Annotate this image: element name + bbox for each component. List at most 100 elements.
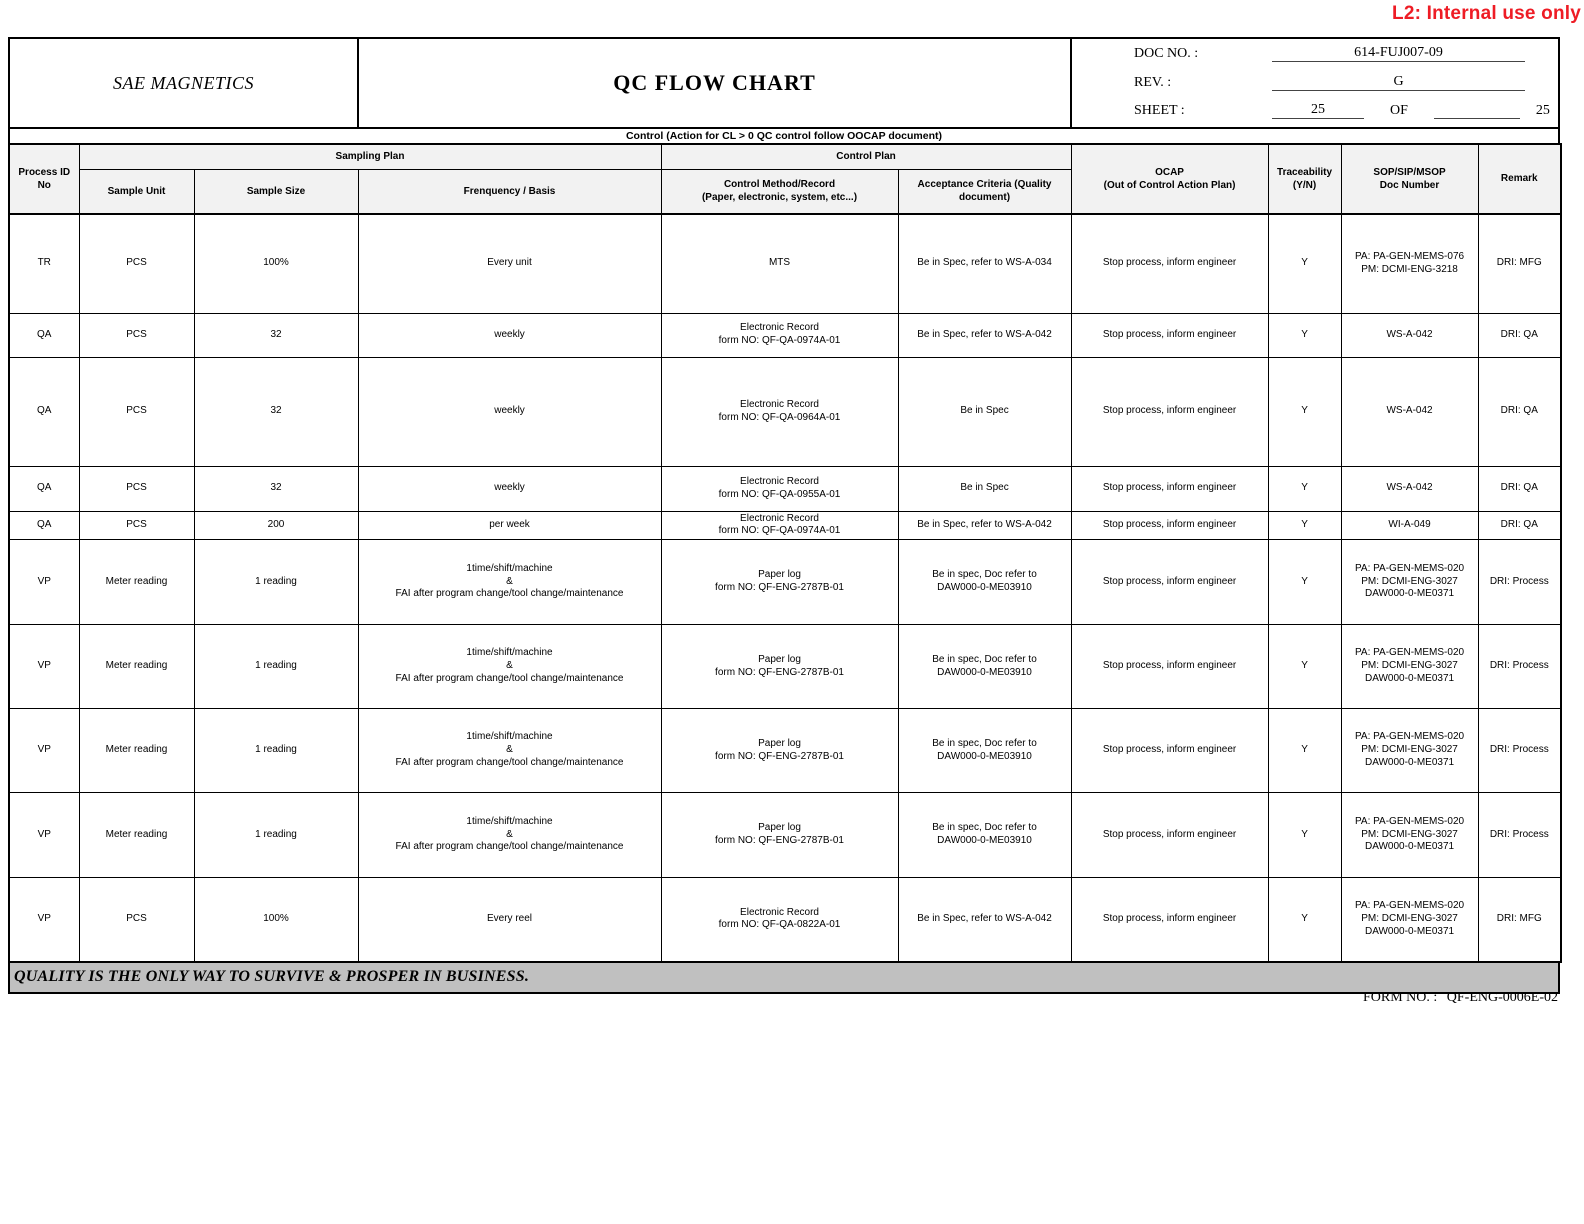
text-line: Be in Spec xyxy=(960,405,1009,417)
table-cell: weekly xyxy=(357,465,662,512)
table-cell: QA xyxy=(8,312,80,358)
table-cell: weekly xyxy=(357,312,662,358)
form-number-value: QF-ENG-0006E-02 xyxy=(1446,990,1558,1005)
qc-table: Process ID No Sampling Plan Control Plan… xyxy=(8,143,1563,963)
text-line: Process ID xyxy=(18,166,71,178)
text-line: DRI: QA xyxy=(1500,518,1538,530)
text-line: Be in spec, Doc refer to xyxy=(932,822,1037,834)
table-cell: DRI: Process xyxy=(1477,624,1562,710)
table-cell: PA: PA-GEN-MEMS-020 PM: DCMI-ENG-3027 DAW0… xyxy=(1340,708,1479,794)
text-line: DRI: QA xyxy=(1500,405,1538,417)
table-row: QA PCS 32 weekly Electronic Record form NO: Q… xyxy=(8,465,1562,512)
qc-flow-chart-document: SAE MAGNETICS QC FLOW CHART DOC NO. : 61… xyxy=(8,37,1563,994)
table-cell: Y xyxy=(1267,539,1342,626)
text-line: Meter reading xyxy=(105,828,168,840)
table-cell: PA: PA-GEN-MEMS-076 PM: DCMI-ENG-3218 xyxy=(1340,213,1479,314)
text-line: DAW000-0-ME0371 xyxy=(1364,841,1455,853)
text-line: Electronic Record xyxy=(740,322,819,334)
text-line: weekly xyxy=(494,405,525,417)
table-cell: PCS xyxy=(78,213,195,314)
text-line: PCS xyxy=(126,518,147,530)
table-row: VP Meter reading 1 reading 1time/shift/mach… xyxy=(8,539,1562,626)
of-label: OF xyxy=(1390,103,1408,118)
text-line: OCAP xyxy=(1155,166,1184,178)
table-cell: Be in Spec xyxy=(897,356,1072,467)
text-line: WS-A-042 xyxy=(1386,482,1433,494)
text-line: (Out of Control Action Plan) xyxy=(1103,180,1236,191)
table-cell: Stop process, inform engineer xyxy=(1070,510,1269,541)
table-cell: Meter reading xyxy=(78,624,195,710)
table-cell: Every unit xyxy=(357,213,662,314)
table-cell: Be in spec, Doc refer to DAW000-0-ME03910 xyxy=(897,539,1072,626)
text-line: PA: PA-GEN-MEMS-020 xyxy=(1354,731,1465,743)
rev-row: REV. : G xyxy=(1072,74,1558,91)
text-line: form NO: QF-ENG-2787B-01 xyxy=(715,666,844,678)
text-line: DRI: MFG xyxy=(1496,257,1542,269)
table-cell: weekly xyxy=(357,356,662,467)
header-acceptance-criteria: Acceptance Criteria (Quality document) xyxy=(897,168,1072,215)
text-line: per week xyxy=(489,518,530,530)
text-line: & xyxy=(506,575,513,587)
text-line: Y xyxy=(1301,575,1308,587)
text-line: Be in Spec, refer to WS-A-042 xyxy=(917,518,1052,530)
text-line: Paper log xyxy=(758,737,801,749)
header-sample-unit: Sample Unit xyxy=(78,168,195,215)
table-row: VP Meter reading 1 reading 1time/shift/mach… xyxy=(8,708,1562,794)
text-line: DAW000-0-ME03910 xyxy=(937,835,1032,847)
text-line: DAW000-0-ME0371 xyxy=(1364,588,1455,600)
table-cell: PA: PA-GEN-MEMS-020 PM: DCMI-ENG-3027 DAW0… xyxy=(1340,624,1479,710)
text-line: WI-A-049 xyxy=(1388,518,1431,530)
text-line: MTS xyxy=(768,257,791,269)
table-cell: QA xyxy=(8,510,80,541)
text-line: 1 reading xyxy=(255,575,297,587)
table-cell: 1time/shift/machine & FAI after program ch… xyxy=(357,624,662,710)
classification-watermark: L2: Internal use only xyxy=(1392,3,1581,24)
table-cell: Electronic Record form NO: QF-QA-0964A-01 xyxy=(660,356,899,467)
table-cell: 1 reading xyxy=(193,624,359,710)
header-ocap: OCAP (Out of Control Action Plan) xyxy=(1070,143,1269,215)
table-cell: VP xyxy=(8,539,80,626)
qc-table-header: Process ID No Sampling Plan Control Plan… xyxy=(8,143,1562,215)
text-line: Meter reading xyxy=(105,660,168,672)
text-line: FAI after program change/tool change/mai… xyxy=(395,841,624,853)
table-cell: PA: PA-GEN-MEMS-020 PM: DCMI-ENG-3027 DAW0… xyxy=(1340,539,1479,626)
text-line: DAW000-0-ME0371 xyxy=(1364,925,1455,937)
text-line: & xyxy=(506,660,513,672)
text-line: PCS xyxy=(126,405,147,417)
doc-no-row: DOC NO. : 614-FUJ007-09 xyxy=(1072,45,1558,62)
table-cell: DRI: QA xyxy=(1477,465,1562,512)
table-cell: Y xyxy=(1267,312,1342,358)
table-cell: WS-A-042 xyxy=(1340,465,1479,512)
text-line: document) xyxy=(958,192,1011,204)
text-line: Be in spec, Doc refer to xyxy=(932,737,1037,749)
text-line: Be in Spec, refer to WS-A-034 xyxy=(917,257,1052,269)
text-line: 1time/shift/machine xyxy=(466,562,553,574)
text-line: PA: PA-GEN-MEMS-020 xyxy=(1354,815,1465,827)
text-line: No xyxy=(37,180,51,191)
text-line: Y xyxy=(1301,257,1308,269)
table-cell: PCS xyxy=(78,465,195,512)
text-line: Control Method/Record xyxy=(723,178,836,190)
text-line: TR xyxy=(37,257,51,269)
text-line: & xyxy=(506,828,513,840)
table-cell: 32 xyxy=(193,465,359,512)
text-line: PM: DCMI-ENG-3027 xyxy=(1361,744,1458,756)
text-line: weekly xyxy=(494,328,525,340)
header-process-id: Process ID No xyxy=(8,143,80,215)
text-line: form NO: QF-QA-0974A-01 xyxy=(718,525,841,537)
text-line: PM: DCMI-ENG-3027 xyxy=(1361,575,1458,587)
table-cell: 100% xyxy=(193,877,359,963)
text-line: form NO: QF-QA-0964A-01 xyxy=(718,411,841,423)
text-line: DAW000-0-ME03910 xyxy=(937,666,1032,678)
table-cell: Be in spec, Doc refer to DAW000-0-ME03910 xyxy=(897,708,1072,794)
table-cell: Stop process, inform engineer xyxy=(1070,539,1269,626)
text-line: Electronic Record xyxy=(740,398,819,410)
table-cell: Paper log form NO: QF-ENG-2787B-01 xyxy=(660,708,899,794)
text-line: 32 xyxy=(270,482,282,494)
doc-info-block: DOC NO. : 614-FUJ007-09 REV. : G SHEET :… xyxy=(1072,39,1558,127)
header-control-method: Control Method/Record (Paper, electronic… xyxy=(660,168,899,215)
text-line: form NO: QF-ENG-2787B-01 xyxy=(715,582,844,594)
text-line: Meter reading xyxy=(105,744,168,756)
table-cell: Electronic Record form NO: QF-QA-0955A-01 xyxy=(660,465,899,512)
text-line: Be in Spec xyxy=(960,482,1009,494)
